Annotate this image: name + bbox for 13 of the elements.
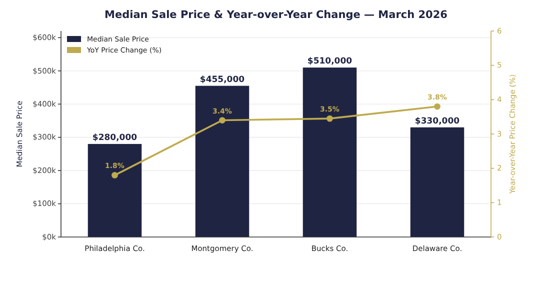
data-label: $510,000: [307, 56, 352, 67]
data-label: $455,000: [200, 74, 245, 85]
bar: [195, 86, 250, 237]
bar: [302, 68, 357, 237]
chart-title: Median Sale Price & Year-over-Year Change — March 2026: [104, 9, 448, 21]
data-label: $330,000: [414, 116, 460, 126]
point: [434, 103, 440, 110]
bar: [410, 127, 464, 237]
point: [112, 172, 118, 178]
point: [326, 115, 333, 122]
data-label: $280,000: [92, 132, 138, 143]
bar: [88, 144, 142, 237]
point: [219, 117, 226, 124]
